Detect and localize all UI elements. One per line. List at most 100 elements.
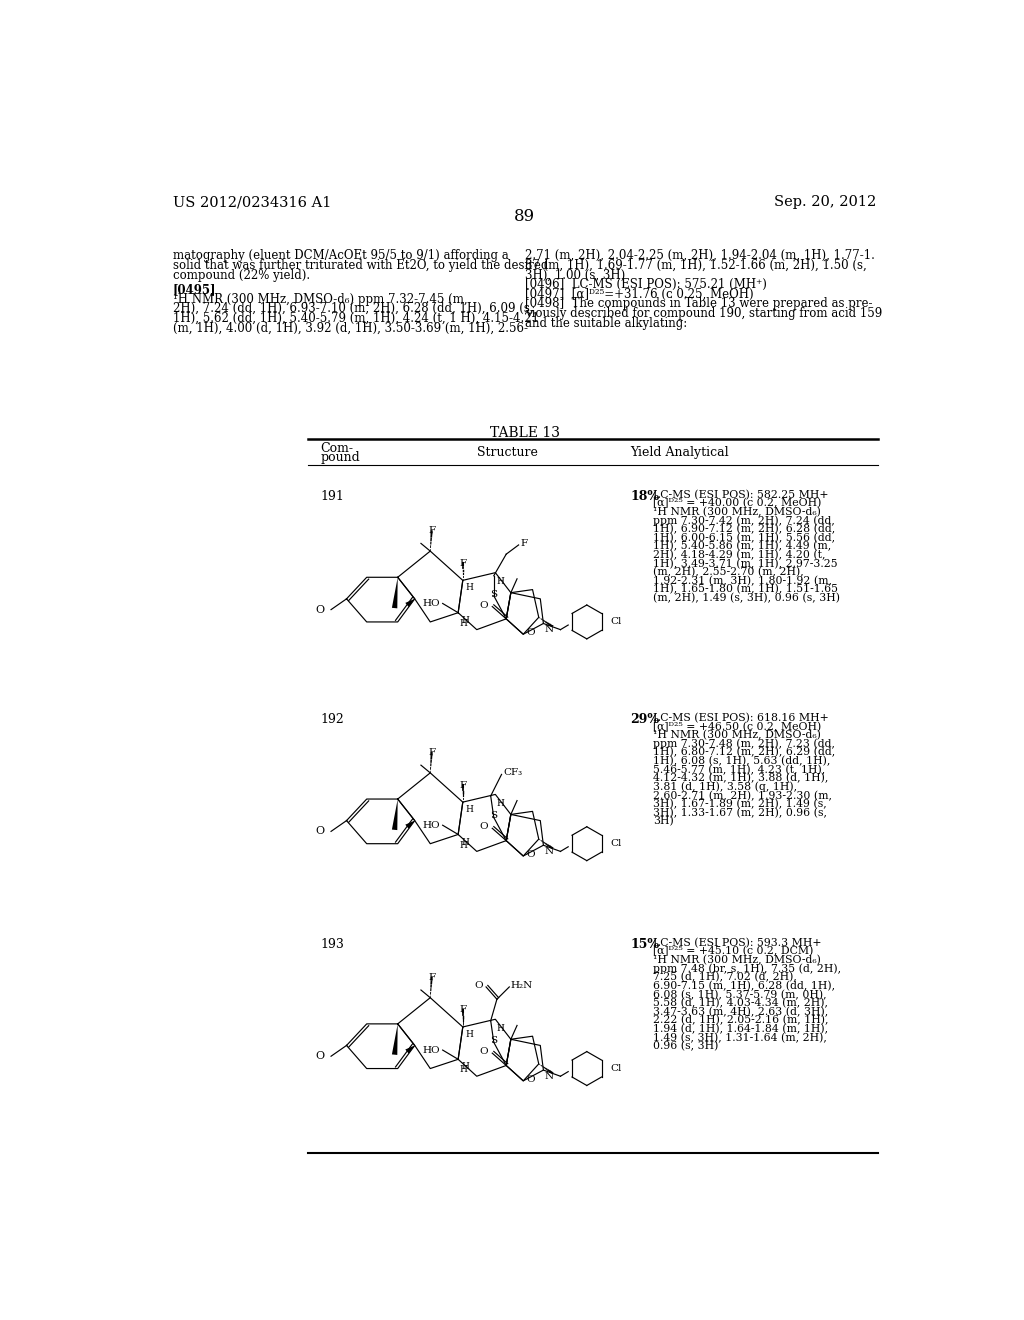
Text: O: O <box>474 981 483 990</box>
Text: 2.71 (m, 2H), 2.04-2.25 (m, 2H), 1.94-2.04 (m, 1H), 1.77-1.: 2.71 (m, 2H), 2.04-2.25 (m, 2H), 1.94-2.… <box>524 249 874 263</box>
Text: H: H <box>461 837 469 846</box>
Text: H: H <box>460 1065 468 1074</box>
Text: 1H), 6.00-6.15 (m, 1H), 5.56 (dd,: 1H), 6.00-6.15 (m, 1H), 5.56 (dd, <box>653 533 836 543</box>
Text: 6.08 (s, 1H), 5.37-5.79 (m, 0H),: 6.08 (s, 1H), 5.37-5.79 (m, 0H), <box>653 990 827 999</box>
Text: 5.46-5.77 (m, 1H), 4.23 (t, 1H),: 5.46-5.77 (m, 1H), 4.23 (t, 1H), <box>653 764 825 775</box>
Text: ¹H NMR (300 MHz, DMSO-d₆): ¹H NMR (300 MHz, DMSO-d₆) <box>653 954 821 965</box>
Text: ppm 7.30-7.42 (m, 2H), 7.24 (dd,: ppm 7.30-7.42 (m, 2H), 7.24 (dd, <box>653 515 836 525</box>
Text: O: O <box>526 850 535 859</box>
Text: O: O <box>480 1047 488 1056</box>
Text: viously described for compound 190, starting from acid 159: viously described for compound 190, star… <box>524 308 882 319</box>
Polygon shape <box>406 599 415 607</box>
Text: 87 (m, 1H), 1.69-1.77 (m, 1H), 1.52-1.66 (m, 2H), 1.50 (s,: 87 (m, 1H), 1.69-1.77 (m, 1H), 1.52-1.66… <box>524 259 866 272</box>
Text: LC-MS (ESI POS): 582.25 MH+: LC-MS (ESI POS): 582.25 MH+ <box>653 490 829 500</box>
Text: O: O <box>480 601 488 610</box>
Text: Structure: Structure <box>477 446 539 459</box>
Text: F: F <box>459 780 466 789</box>
Text: 1H), 6.80-7.12 (m, 2H), 6.29 (dd,: 1H), 6.80-7.12 (m, 2H), 6.29 (dd, <box>653 747 836 758</box>
Text: 191: 191 <box>321 490 344 503</box>
Text: 1.92-2.31 (m, 3H), 1.80-1.92 (m,: 1.92-2.31 (m, 3H), 1.80-1.92 (m, <box>653 576 833 586</box>
Text: and the suitable alkylating:: and the suitable alkylating: <box>524 317 687 330</box>
Text: H: H <box>461 1063 469 1072</box>
Text: F: F <box>428 973 435 982</box>
Polygon shape <box>392 577 397 609</box>
Text: O: O <box>526 628 535 638</box>
Text: 2H), 4.18-4.29 (m, 1H), 4.20 (t,: 2H), 4.18-4.29 (m, 1H), 4.20 (t, <box>653 550 826 560</box>
Text: S: S <box>490 812 498 821</box>
Text: H: H <box>497 799 505 808</box>
Text: N: N <box>545 626 554 634</box>
Text: HO: HO <box>423 1045 440 1055</box>
Text: (m, 1H), 4.00 (d, 1H), 3.92 (d, 1H), 3.50-3.69 (m, 1H), 2.56-: (m, 1H), 4.00 (d, 1H), 3.92 (d, 1H), 3.5… <box>173 322 528 334</box>
Text: H: H <box>460 619 468 628</box>
Text: ppm 7.30-7.48 (m, 2H), 7.23 (dd,: ppm 7.30-7.48 (m, 2H), 7.23 (dd, <box>653 739 836 750</box>
Text: 1H), 5.40-5.86 (m, 1H), 4.49 (m,: 1H), 5.40-5.86 (m, 1H), 4.49 (m, <box>653 541 831 552</box>
Text: 3H), 1.00 (s, 3H): 3H), 1.00 (s, 3H) <box>524 268 625 281</box>
Text: 1H), 3.49-3.71 (m, 1H), 2.97-3.25: 1H), 3.49-3.71 (m, 1H), 2.97-3.25 <box>653 558 838 569</box>
Text: 3H): 3H) <box>653 816 674 826</box>
Text: 192: 192 <box>321 713 344 726</box>
Text: HO: HO <box>423 821 440 830</box>
Text: ¹H NMR (300 MHz, DMSO-d₆) ppm 7.32-7.45 (m,: ¹H NMR (300 MHz, DMSO-d₆) ppm 7.32-7.45 … <box>173 293 468 305</box>
Text: 3.81 (d, 1H), 3.58 (q, 1H),: 3.81 (d, 1H), 3.58 (q, 1H), <box>653 781 798 792</box>
Text: O: O <box>526 1074 535 1084</box>
Text: 3H), 1.33-1.67 (m, 2H), 0.96 (s,: 3H), 1.33-1.67 (m, 2H), 0.96 (s, <box>653 808 827 818</box>
Polygon shape <box>392 799 397 830</box>
Text: H: H <box>461 615 469 624</box>
Text: O: O <box>315 605 324 615</box>
Text: ppm 7.48 (br, s, 1H), 7.35 (d, 2H),: ppm 7.48 (br, s, 1H), 7.35 (d, 2H), <box>653 964 842 974</box>
Text: S: S <box>490 590 498 599</box>
Text: 3H), 1.67-1.89 (m, 2H), 1.49 (s,: 3H), 1.67-1.89 (m, 2H), 1.49 (s, <box>653 799 827 809</box>
Text: Cl: Cl <box>610 618 622 627</box>
Text: [0495]: [0495] <box>173 282 216 296</box>
Text: Com-: Com- <box>321 442 353 455</box>
Text: LC-MS (ESI POS): 593.3 MH+: LC-MS (ESI POS): 593.3 MH+ <box>653 937 822 948</box>
Text: N: N <box>545 1072 554 1081</box>
Text: 2.60-2.71 (m, 2H), 1.93-2.30 (m,: 2.60-2.71 (m, 2H), 1.93-2.30 (m, <box>653 791 833 801</box>
Text: 0.96 (s, 3H): 0.96 (s, 3H) <box>653 1041 719 1052</box>
Text: (m, 2H), 1.49 (s, 3H), 0.96 (s, 3H): (m, 2H), 1.49 (s, 3H), 0.96 (s, 3H) <box>653 593 841 603</box>
Text: H: H <box>497 1024 505 1032</box>
Text: CF₃: CF₃ <box>503 768 522 777</box>
Text: F: F <box>428 527 435 536</box>
Text: 1H), 5.62 (dd, 1H), 5.40-5.79 (m, 1H), 4.24 (t, 1 H), 4.15-4.21: 1H), 5.62 (dd, 1H), 5.40-5.79 (m, 1H), 4… <box>173 312 539 325</box>
Text: H: H <box>466 1030 474 1039</box>
Text: matography (eluent DCM/AcOEt 95/5 to 9/1) affording a: matography (eluent DCM/AcOEt 95/5 to 9/1… <box>173 249 509 263</box>
Text: [α]ᴰ²⁵ = +46.50 (c 0.2, MeOH): [α]ᴰ²⁵ = +46.50 (c 0.2, MeOH) <box>653 722 821 731</box>
Text: [0498]  The compounds in Table 13 were prepared as pre-: [0498] The compounds in Table 13 were pr… <box>524 297 872 310</box>
Text: 3.47-3.63 (m, 4H), 2.63 (d, 3H),: 3.47-3.63 (m, 4H), 2.63 (d, 3H), <box>653 1007 828 1016</box>
Text: LC-MS (ESI POS): 618.16 MH+: LC-MS (ESI POS): 618.16 MH+ <box>653 713 829 723</box>
Text: S: S <box>490 1036 498 1045</box>
Polygon shape <box>392 1024 397 1055</box>
Text: 1.94 (d, 1H), 1.64-1.84 (m, 1H),: 1.94 (d, 1H), 1.64-1.84 (m, 1H), <box>653 1024 828 1035</box>
Text: [α]ᴰ²⁵ = +45.10 (c 0.2, DCM): [α]ᴰ²⁵ = +45.10 (c 0.2, DCM) <box>653 946 814 957</box>
Text: H: H <box>466 583 474 593</box>
Text: [0497]  [α]ᴰ²⁵=+31.76 (c 0.25, MeOH): [0497] [α]ᴰ²⁵=+31.76 (c 0.25, MeOH) <box>524 288 754 301</box>
Text: TABLE 13: TABLE 13 <box>489 426 560 441</box>
Text: H: H <box>460 841 468 850</box>
Text: HO: HO <box>423 599 440 609</box>
Text: O: O <box>315 826 324 837</box>
Text: Cl: Cl <box>610 840 622 849</box>
Text: 4.12-4.32 (m, 1H), 3.88 (d, 1H),: 4.12-4.32 (m, 1H), 3.88 (d, 1H), <box>653 774 828 784</box>
Text: 6.90-7.15 (m, 1H), 6.28 (dd, 1H),: 6.90-7.15 (m, 1H), 6.28 (dd, 1H), <box>653 981 836 991</box>
Text: 1H), 6.90-7.12 (m, 2H), 6.28 (dd,: 1H), 6.90-7.12 (m, 2H), 6.28 (dd, <box>653 524 836 535</box>
Text: 1H), 1.65-1.80 (m, 1H), 1.51-1.65: 1H), 1.65-1.80 (m, 1H), 1.51-1.65 <box>653 585 839 595</box>
Text: 89: 89 <box>514 209 536 226</box>
Text: Sep. 20, 2012: Sep. 20, 2012 <box>774 195 877 210</box>
Text: 7.25 (d, 1H), 7.02 (d, 2H),: 7.25 (d, 1H), 7.02 (d, 2H), <box>653 972 798 982</box>
Text: 29%: 29% <box>630 713 659 726</box>
Text: H: H <box>497 577 505 586</box>
Text: H: H <box>466 805 474 814</box>
Text: 1H), 6.08 (s, 1H), 5.63 (dd, 1H),: 1H), 6.08 (s, 1H), 5.63 (dd, 1H), <box>653 756 830 767</box>
Text: O: O <box>480 822 488 832</box>
Text: ¹H NMR (300 MHz, DMSO-d₆): ¹H NMR (300 MHz, DMSO-d₆) <box>653 507 821 517</box>
Text: 2H), 7.24 (dd, 1H), 6.93-7.10 (m, 2H), 6.28 (dd, 1H), 6.09 (s,: 2H), 7.24 (dd, 1H), 6.93-7.10 (m, 2H), 6… <box>173 302 534 315</box>
Text: F: F <box>520 539 527 548</box>
Text: N: N <box>545 847 554 855</box>
Text: US 2012/0234316 A1: US 2012/0234316 A1 <box>173 195 332 210</box>
Text: compound (22% yield).: compound (22% yield). <box>173 268 310 281</box>
Text: Cl: Cl <box>610 1064 622 1073</box>
Text: (m, 2H), 2.55-2.70 (m, 2H),: (m, 2H), 2.55-2.70 (m, 2H), <box>653 568 804 577</box>
Text: 193: 193 <box>321 937 344 950</box>
